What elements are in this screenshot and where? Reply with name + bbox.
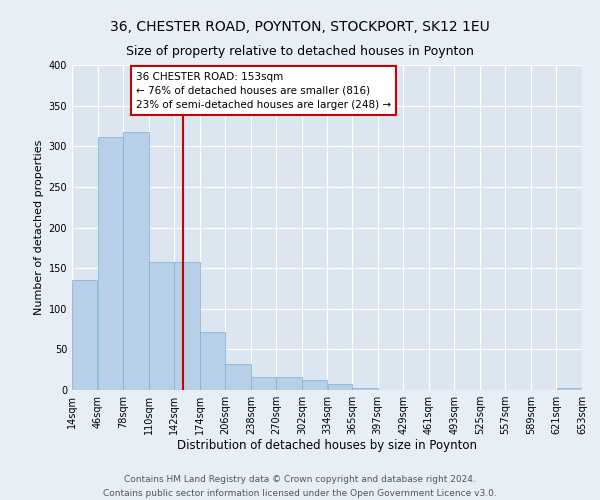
Text: Contains HM Land Registry data © Crown copyright and database right 2024.
Contai: Contains HM Land Registry data © Crown c… <box>103 476 497 498</box>
Bar <box>98 138 123 390</box>
Text: Size of property relative to detached houses in Poynton: Size of property relative to detached ho… <box>126 45 474 58</box>
Text: 36, CHESTER ROAD, POYNTON, STOCKPORT, SK12 1EU: 36, CHESTER ROAD, POYNTON, STOCKPORT, SK… <box>110 20 490 34</box>
Bar <box>72 280 97 390</box>
X-axis label: Distribution of detached houses by size in Poynton: Distribution of detached houses by size … <box>177 438 477 452</box>
Bar <box>277 377 302 390</box>
Text: 36 CHESTER ROAD: 153sqm
← 76% of detached houses are smaller (816)
23% of semi-d: 36 CHESTER ROAD: 153sqm ← 76% of detache… <box>136 72 391 110</box>
Bar <box>226 364 251 390</box>
Bar <box>251 377 276 390</box>
Y-axis label: Number of detached properties: Number of detached properties <box>34 140 44 315</box>
Bar <box>200 332 225 390</box>
Bar <box>328 384 352 390</box>
Bar <box>149 262 174 390</box>
Bar <box>123 132 149 390</box>
Bar <box>557 388 582 390</box>
Bar <box>302 380 327 390</box>
Bar <box>174 262 200 390</box>
Bar <box>352 388 377 390</box>
